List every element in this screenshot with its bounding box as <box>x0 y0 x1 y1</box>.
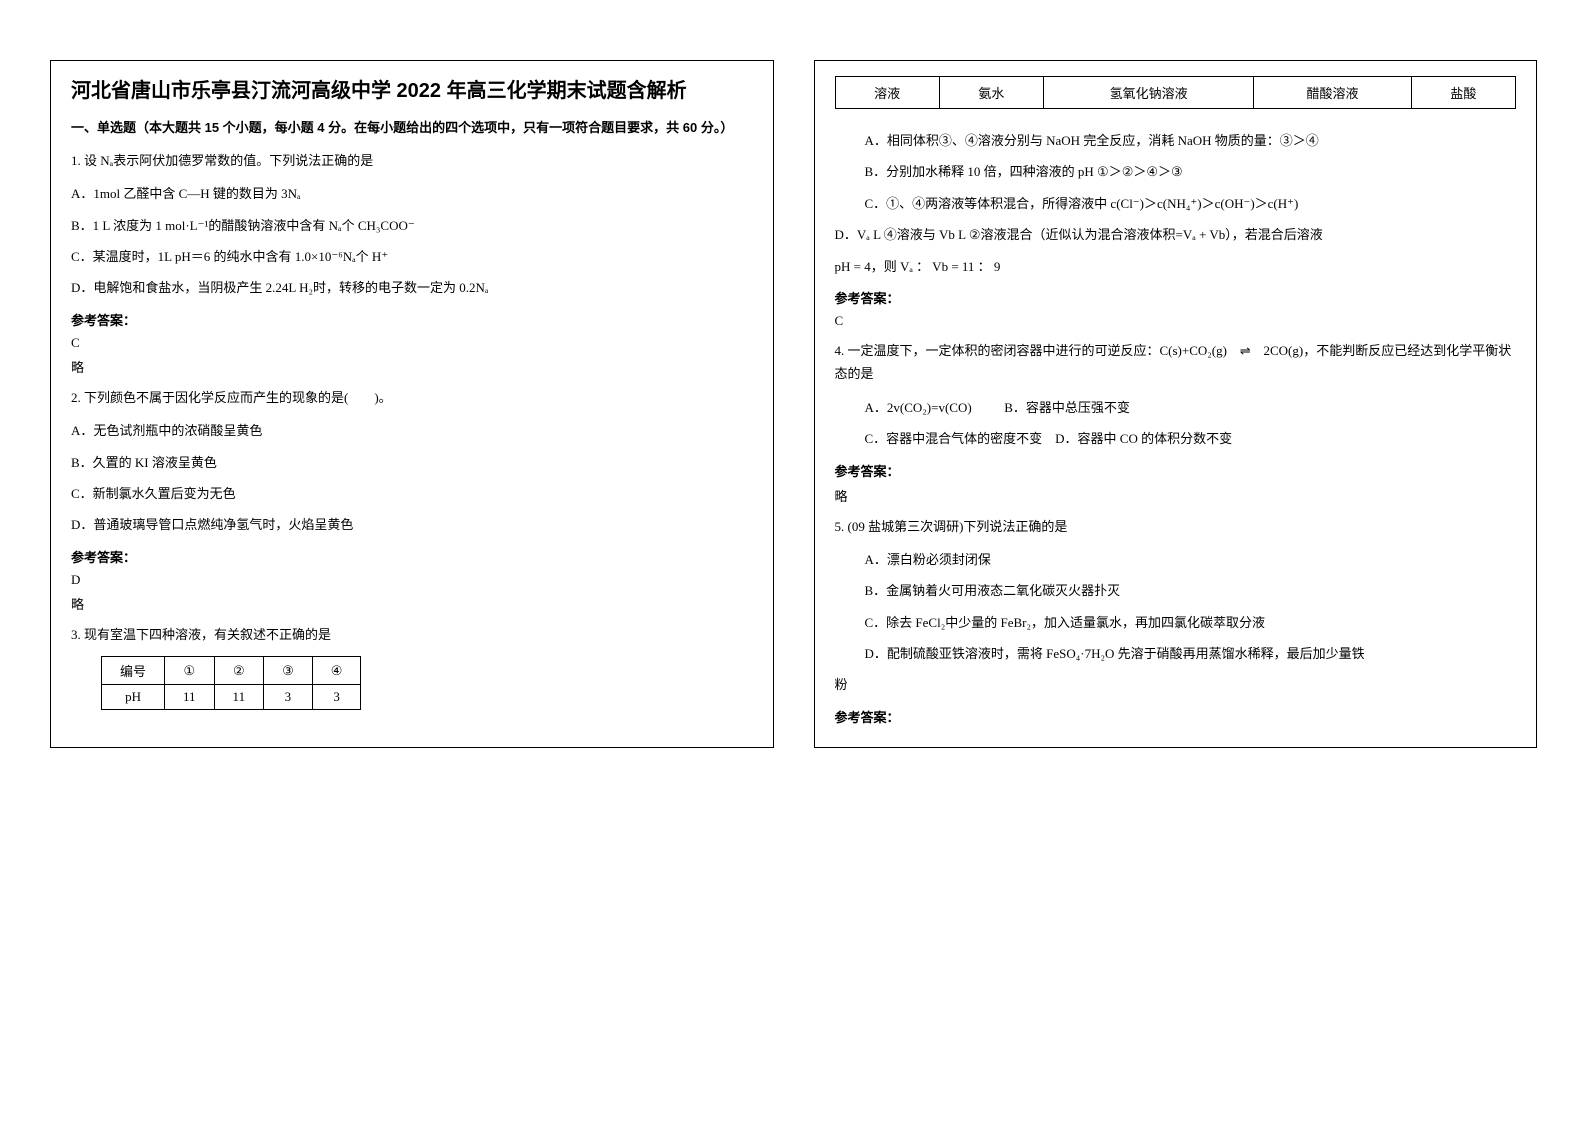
q3-answer-label: 参考答案： <box>835 288 1517 307</box>
q1-answer-label: 参考答案： <box>71 310 753 329</box>
q5-stem: 5. (09 盐城第三次调研)下列说法正确的是 <box>835 515 1517 538</box>
q3-option-c: C．①、④两溶液等体积混合，所得溶液中 c(Cl⁻)＞c(NH₄⁺)＞c(OH⁻… <box>865 192 1517 215</box>
q2-answer: D <box>71 572 753 588</box>
exam-title: 河北省唐山市乐亭县汀流河高级中学 2022 年高三化学期末试题含解析 <box>71 76 753 106</box>
q3-option-a: A．相同体积③、④溶液分别与 NaOH 完全反应，消耗 NaOH 物质的量：③＞… <box>865 129 1517 152</box>
q1-option-d: D．电解饱和食盐水，当阴极产生 2.24L H₂时，转移的电子数一定为 0.2N… <box>71 276 753 299</box>
q1-answer: C <box>71 335 753 351</box>
q1-option-a: A．1mol 乙醛中含 C—H 键的数目为 3Nₐ <box>71 182 753 205</box>
table-cell: 氨水 <box>939 77 1043 109</box>
q4-options-row1: A．2v(CO₂)=v(CO) B．容器中总压强不变 <box>865 396 1517 419</box>
q4-option-d: D．容器中 CO 的体积分数不变 <box>1055 431 1232 446</box>
q2-option-b: B．久置的 KI 溶液呈黄色 <box>71 451 753 474</box>
q4-option-c: C．容器中混合气体的密度不变 <box>865 431 1043 446</box>
table-row: 编号 ① ② ③ ④ <box>102 657 361 685</box>
q4-answer-label: 参考答案： <box>835 461 1517 480</box>
q1-option-c: C．某温度时，1L pH＝6 的纯水中含有 1.0×10⁻⁶Nₐ个 H⁺ <box>71 245 753 268</box>
q4-option-a: A．2v(CO₂)=v(CO) <box>865 400 972 415</box>
q5-option-a: A．漂白粉必须封闭保 <box>865 548 1517 571</box>
table-cell: ② <box>214 657 264 685</box>
q3-table: 编号 ① ② ③ ④ pH 11 11 3 3 <box>101 656 361 710</box>
q3-top-table: 溶液 氨水 氢氧化钠溶液 醋酸溶液 盐酸 <box>835 76 1517 109</box>
q5-answer-label: 参考答案： <box>835 707 1517 726</box>
q4-option-b: B．容器中总压强不变 <box>1004 400 1130 415</box>
table-cell: ③ <box>264 657 313 685</box>
q2-option-a: A．无色试剂瓶中的浓硝酸呈黄色 <box>71 419 753 442</box>
q2-option-c: C．新制氯水久置后变为无色 <box>71 482 753 505</box>
table-cell: 3 <box>312 685 361 710</box>
q2-answer-label: 参考答案： <box>71 547 753 566</box>
q4-note: 略 <box>835 486 1517 505</box>
table-row: pH 11 11 3 3 <box>102 685 361 710</box>
q1-stem: 1. 设 Nₐ表示阿伏加德罗常数的值。下列说法正确的是 <box>71 149 753 172</box>
q3-stem: 3. 现有室温下四种溶液，有关叙述不正确的是 <box>71 623 753 646</box>
table-cell: pH <box>102 685 165 710</box>
q5-option-b: B．金属钠着火可用液态二氧化碳灭火器扑灭 <box>865 579 1517 602</box>
equilibrium-arrow-icon: ⇌ <box>1230 339 1260 362</box>
q3-option-d-line1: D．Vₐ L ④溶液与 Vb L ②溶液混合（近似认为混合溶液体积=Vₐ + V… <box>835 223 1517 246</box>
table-cell: 3 <box>264 685 313 710</box>
q3-option-d-line2: pH = 4，则 Vₐ ： Vb = 11 ： 9 <box>835 255 1517 278</box>
q2-option-d: D．普通玻璃导管口点燃纯净氢气时，火焰呈黄色 <box>71 513 753 536</box>
q1-option-b: B．1 L 浓度为 1 mol·L⁻¹的醋酸钠溶液中含有 Nₐ个 CH₃COO⁻ <box>71 214 753 237</box>
section-header: 一、单选题（本大题共 15 个小题，每小题 4 分。在每小题给出的四个选项中，只… <box>71 118 753 139</box>
q2-note: 略 <box>71 594 753 613</box>
table-row: 溶液 氨水 氢氧化钠溶液 醋酸溶液 盐酸 <box>835 77 1516 109</box>
table-cell: 编号 <box>102 657 165 685</box>
table-cell: ① <box>165 657 215 685</box>
q3-option-b: B．分别加水稀释 10 倍，四种溶液的 pH ①＞②＞④＞③ <box>865 160 1517 183</box>
table-cell: 11 <box>165 685 215 710</box>
q3-answer: C <box>835 313 1517 329</box>
q5-option-d-line1: D．配制硫酸亚铁溶液时，需将 FeSO₄·7H₂O 先溶于硝酸再用蒸馏水稀释，最… <box>865 642 1517 665</box>
table-cell: 溶液 <box>835 77 939 109</box>
table-cell: 盐酸 <box>1411 77 1515 109</box>
table-cell: ④ <box>312 657 361 685</box>
q4-stem: 4. 一定温度下，一定体积的密闭容器中进行的可逆反应：C(s)+CO₂(g) ⇌… <box>835 339 1517 386</box>
table-cell: 醋酸溶液 <box>1254 77 1411 109</box>
q4-stem-part1: 4. 一定温度下，一定体积的密闭容器中进行的可逆反应：C(s)+CO₂(g) <box>835 343 1227 358</box>
q1-note: 略 <box>71 357 753 376</box>
q4-options-row2: C．容器中混合气体的密度不变 D．容器中 CO 的体积分数不变 <box>865 427 1517 450</box>
q2-stem: 2. 下列颜色不属于因化学反应而产生的现象的是( )。 <box>71 386 753 409</box>
left-column: 河北省唐山市乐亭县汀流河高级中学 2022 年高三化学期末试题含解析 一、单选题… <box>50 60 774 748</box>
q5-option-d-line2: 粉 <box>835 673 1517 696</box>
table-cell: 11 <box>214 685 264 710</box>
table-cell: 氢氧化钠溶液 <box>1043 77 1253 109</box>
right-column: 溶液 氨水 氢氧化钠溶液 醋酸溶液 盐酸 A．相同体积③、④溶液分别与 NaOH… <box>814 60 1538 748</box>
q5-option-c: C．除去 FeCl₂中少量的 FeBr₂，加入适量氯水，再加四氯化碳萃取分液 <box>865 611 1517 634</box>
